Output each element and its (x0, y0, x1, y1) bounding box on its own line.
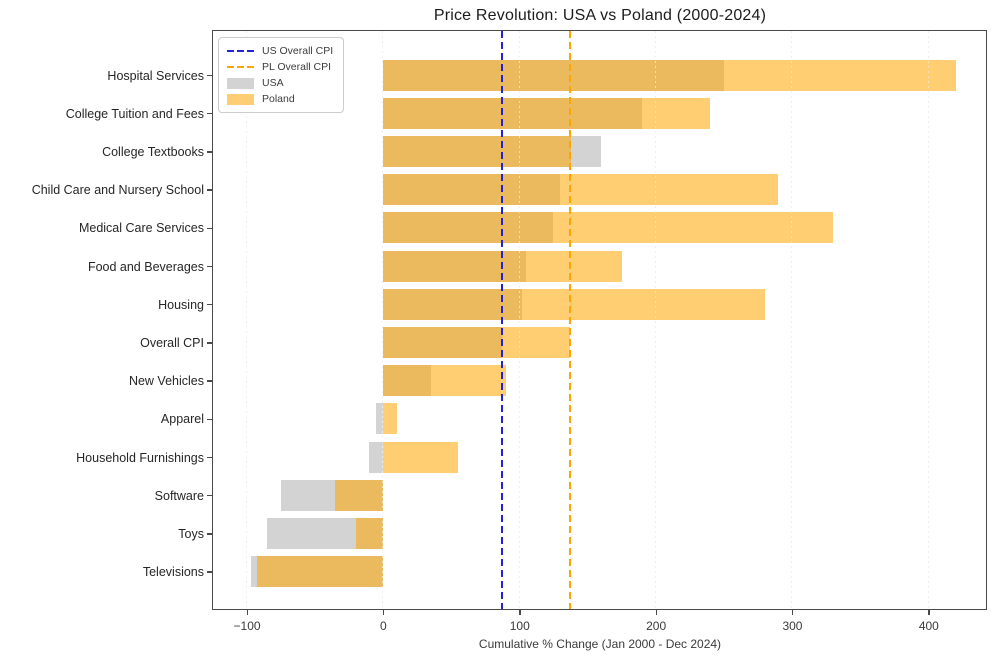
bar-poland (382, 441, 458, 473)
y-tick-mark (207, 380, 212, 382)
bar-poland (355, 517, 383, 549)
ref-line-us-cpi (500, 31, 503, 609)
category-label: Software (154, 488, 204, 503)
bar-usa (369, 441, 383, 473)
category-label: Apparel (160, 412, 204, 427)
plot-area: US Overall CPI PL Overall CPI USA Poland (212, 30, 987, 610)
x-tick-mark (519, 609, 521, 615)
x-tick-label: −100 (233, 619, 261, 633)
legend-label: PL Overall CPI (262, 61, 332, 73)
category-label: Food and Beverages (87, 259, 204, 274)
y-tick-mark (207, 74, 212, 77)
bar-usa (376, 403, 383, 435)
gridline-overlay (246, 31, 248, 609)
gridline-overlay (518, 31, 520, 609)
y-tick-mark (207, 418, 212, 421)
category-label: Housing (158, 297, 204, 312)
bar-poland (382, 326, 570, 358)
category-label: College Textbooks (102, 144, 204, 159)
x-tick-mark (382, 609, 385, 615)
gridline-overlay (927, 31, 929, 609)
x-tick-mark (928, 609, 930, 615)
legend-label: Poland (262, 93, 295, 105)
gridline-overlay (655, 31, 657, 609)
bar-poland (257, 556, 383, 588)
category-label: Child Care and Nursery School (31, 183, 204, 198)
bar-poland (382, 403, 397, 435)
bar-poland (382, 174, 779, 206)
chart-title: Price Revolution: USA vs Poland (2000-20… (433, 7, 767, 24)
pl-cpi-dashed-line-icon (227, 65, 254, 69)
bar-poland (382, 365, 506, 397)
legend-item-poland: Poland (227, 93, 333, 105)
gridline-overlay (382, 31, 384, 609)
x-tick-label: 400 (918, 619, 939, 633)
y-tick-mark (207, 151, 212, 153)
x-tick-label: 100 (509, 619, 530, 633)
bar-poland (335, 479, 383, 511)
legend-item-usa: USA (227, 77, 333, 89)
y-tick-mark (207, 227, 212, 230)
bar-poland (382, 59, 956, 91)
bar-poland (382, 97, 711, 129)
category-label: Hospital Services (107, 68, 204, 83)
x-tick-label: 200 (646, 619, 667, 633)
x-tick-mark (246, 609, 249, 615)
legend-label: US Overall CPI (262, 45, 334, 57)
poland-color-patch-icon (227, 93, 254, 105)
category-label: Household Furnishings (76, 450, 204, 465)
usa-color-patch-icon (227, 77, 254, 89)
category-label: New Vehicles (128, 374, 204, 389)
us-cpi-dashed-line-icon (227, 49, 254, 53)
y-tick-mark (207, 533, 212, 535)
legend-label: USA (262, 77, 284, 89)
category-label: Overall CPI (140, 335, 204, 350)
y-tick-mark (207, 112, 212, 115)
y-tick-mark (207, 494, 212, 497)
ref-line-pl-cpi (568, 31, 571, 609)
bar-poland (382, 288, 765, 320)
y-tick-mark (207, 342, 212, 344)
category-label: Televisions (142, 565, 204, 580)
x-axis-label: Cumulative % Change (Jan 2000 - Dec 2024… (478, 637, 722, 651)
y-tick-mark (207, 456, 212, 459)
gridline-overlay (791, 31, 793, 609)
y-tick-mark (207, 189, 212, 191)
x-tick-label: 0 (380, 619, 387, 633)
legend: US Overall CPI PL Overall CPI USA Poland (218, 37, 345, 113)
y-tick-mark (207, 265, 212, 268)
category-label: College Tuition and Fees (65, 106, 204, 121)
x-tick-mark (655, 609, 658, 615)
x-tick-label: 300 (782, 619, 803, 633)
y-tick-mark (207, 571, 212, 573)
x-tick-mark (791, 609, 794, 615)
bar-poland (382, 135, 572, 167)
bar-poland (382, 212, 833, 244)
category-label: Toys (178, 526, 204, 541)
category-label: Medical Care Services (78, 221, 204, 236)
legend-item-pl-overall-cpi: PL Overall CPI (227, 61, 333, 73)
y-tick-mark (207, 303, 212, 306)
legend-item-us-overall-cpi: US Overall CPI (227, 45, 333, 57)
